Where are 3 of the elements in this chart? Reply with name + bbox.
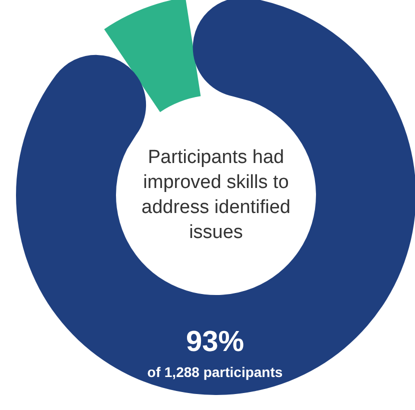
data-label: 93% (184, 326, 246, 359)
text: of 1,288 participants (146, 364, 284, 380)
text: Participants had improved skills to address identified issues (140, 146, 292, 245)
